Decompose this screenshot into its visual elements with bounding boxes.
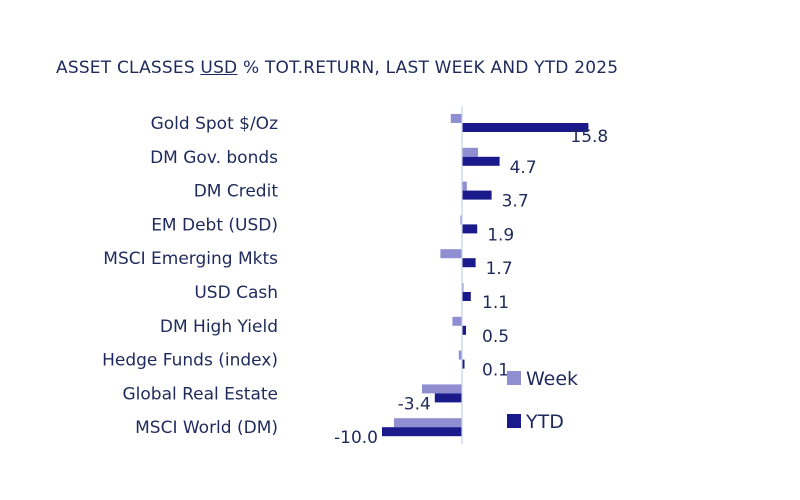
title-prefix: ASSET CLASSES (56, 58, 201, 78)
week-bar-gold-spot-oz (450, 114, 462, 123)
ytd-bar-msci-world-dm (382, 427, 462, 437)
ytd-value-label-gold-spot-oz: 15.8 (570, 127, 608, 147)
week-bar-em-debt-usd (460, 215, 462, 225)
ytd-bar-dm-gov-bonds (462, 156, 500, 166)
ytd-bar-gold-spot-oz (462, 123, 589, 132)
category-label-global-real-estate: Global Real Estate (123, 384, 279, 404)
ytd-value-label-hedge-funds-index: 0.1 (482, 361, 509, 381)
week-bar-dm-gov-bonds (462, 147, 478, 157)
ytd-value-label-msci-emerging-mkts: 1.7 (486, 259, 513, 279)
category-label-dm-credit: DM Credit (194, 182, 279, 202)
category-label-em-debt-usd: EM Debt (USD) (151, 215, 278, 235)
week-bar-usd-cash (462, 283, 464, 292)
ytd-value-label-dm-gov-bonds: 4.7 (510, 158, 537, 178)
week-bar-msci-world-dm (394, 418, 462, 428)
week-bar-dm-credit (462, 181, 467, 191)
ytd-bar-hedge-funds-index (462, 359, 465, 369)
category-label-msci-world-dm: MSCI World (DM) (135, 418, 278, 438)
ytd-value-label-em-debt-usd: 1.9 (487, 225, 514, 245)
legend-week-swatch (507, 371, 521, 385)
week-bar-msci-emerging-mkts (440, 249, 462, 259)
category-label-dm-high-yield: DM High Yield (160, 317, 278, 337)
category-label-msci-emerging-mkts: MSCI Emerging Mkts (103, 249, 278, 269)
ytd-bar-usd-cash (462, 292, 471, 301)
category-label-dm-gov-bonds: DM Gov. bonds (150, 148, 278, 168)
category-label-usd-cash: USD Cash (194, 283, 278, 303)
ytd-bar-msci-emerging-mkts (462, 258, 476, 268)
ytd-bar-dm-credit (462, 190, 492, 200)
ytd-bar-global-real-estate (434, 393, 462, 403)
ytd-bar-em-debt-usd (462, 224, 478, 234)
ytd-bar-dm-high-yield (462, 325, 466, 335)
ytd-value-label-dm-credit: 3.7 (502, 192, 529, 212)
chart-title: ASSET CLASSES USD % TOT.RETURN, LAST WEE… (56, 58, 618, 78)
title-suffix: % TOT.RETURN, LAST WEEK AND YTD 2025 (237, 58, 619, 78)
legend-week-label: Week (526, 368, 578, 390)
category-label-gold-spot-oz: Gold Spot $/Oz (151, 114, 278, 134)
legend-ytd-swatch (507, 414, 521, 428)
legend-ytd-label: YTD (525, 411, 564, 433)
week-bar-global-real-estate (422, 384, 462, 394)
category-label-hedge-funds-index: Hedge Funds (index) (102, 351, 278, 371)
ytd-value-label-usd-cash: 1.1 (482, 293, 509, 313)
title-currency: USD (200, 58, 238, 78)
ytd-value-label-msci-world-dm: -10.0 (334, 428, 378, 448)
ytd-value-label-dm-high-yield: 0.5 (482, 327, 509, 347)
ytd-value-label-global-real-estate: -3.4 (398, 394, 431, 414)
week-bar-hedge-funds-index (458, 350, 462, 360)
week-bar-dm-high-yield (452, 316, 462, 326)
